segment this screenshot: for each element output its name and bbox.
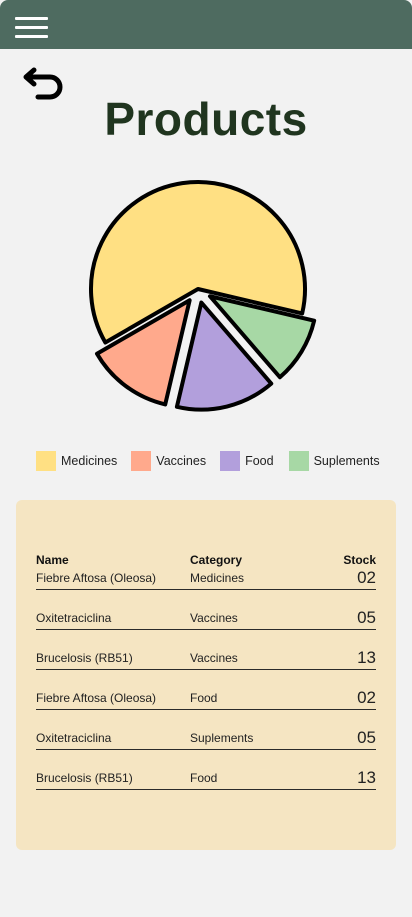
pie-slice-suplements [207, 294, 317, 380]
chart-legend: Medicines Vaccines Food Suplements [36, 450, 386, 472]
header-name: Name [36, 553, 69, 567]
cell-category: Vaccines [190, 651, 238, 665]
legend-item: Suplements [288, 451, 380, 471]
cell-stock: 02 [357, 688, 376, 707]
cell-name: Fiebre Aftosa (Oleosa) [36, 571, 157, 585]
legend-item: Food [220, 451, 274, 471]
legend-swatch [36, 451, 56, 471]
header-category: Category [190, 553, 243, 567]
legend-label: Suplements [313, 454, 380, 468]
cell-stock: 05 [357, 608, 376, 627]
back-button[interactable] [22, 62, 68, 102]
hamburger-menu-icon-line [15, 35, 48, 38]
cell-name: Brucelosis (RB51) [36, 651, 133, 665]
cell-category: Suplements [190, 731, 254, 745]
cell-category: Vaccines [190, 611, 238, 625]
legend-item: Medicines [36, 451, 117, 471]
menu-button[interactable] [15, 17, 49, 39]
legend-swatch [131, 451, 152, 471]
cell-name: Oxitetraciclina [36, 731, 112, 745]
hamburger-menu-icon [15, 17, 48, 20]
top-app-bar [0, 0, 412, 49]
table-row[interactable]: Oxitetraciclina Suplements 05 [36, 728, 376, 750]
table-row[interactable]: Brucelosis (RB51) Vaccines 13 [36, 648, 376, 670]
page-title: Products [104, 93, 308, 145]
pie-slice-food [174, 300, 274, 412]
products-table-card: Name Category Stock Fiebre Aftosa (Oleos… [16, 500, 396, 850]
cell-category: Medicines [190, 571, 245, 585]
pie-slice-medicines [89, 180, 307, 345]
legend-item: Vaccines [131, 451, 206, 471]
cell-stock: 13 [357, 768, 376, 787]
legend-swatch [288, 451, 309, 471]
table-header: Name Category Stock [36, 553, 376, 569]
cell-name: Brucelosis (RB51) [36, 771, 133, 785]
table-row[interactable]: Fiebre Aftosa (Oleosa) Food 02 [36, 688, 376, 710]
products-pie-chart [89, 180, 317, 412]
legend-swatch [220, 451, 241, 471]
table-row[interactable]: Fiebre Aftosa (Oleosa) Medicines 02 [36, 568, 376, 590]
pie-slice-vaccines [94, 298, 192, 407]
cell-stock: 05 [357, 728, 376, 747]
table-row[interactable]: Oxitetraciclina Vaccines 05 [36, 608, 376, 630]
cell-name: Oxitetraciclina [36, 611, 112, 625]
cell-stock: 02 [357, 568, 376, 587]
table-row[interactable]: Brucelosis (RB51) Food 13 [36, 768, 376, 790]
legend-label: Vaccines [156, 454, 207, 468]
legend-label: Food [245, 454, 274, 468]
hamburger-menu-icon-line [15, 26, 48, 29]
cell-name: Fiebre Aftosa (Oleosa) [36, 691, 157, 705]
undo-arrow-icon [23, 67, 63, 100]
cell-category: Food [190, 771, 218, 785]
cell-category: Food [190, 691, 218, 705]
legend-label: Medicines [61, 454, 118, 468]
cell-stock: 13 [357, 648, 376, 667]
header-stock: Stock [343, 553, 376, 567]
